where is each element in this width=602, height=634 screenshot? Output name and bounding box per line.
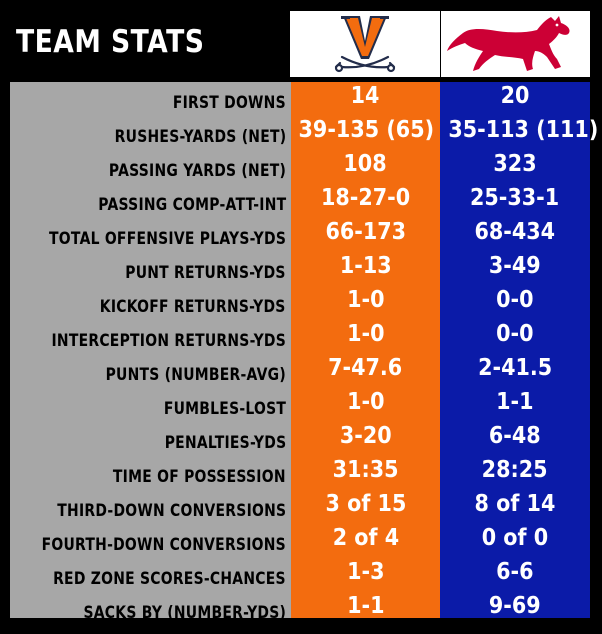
stat-row-first-downs: FIRST DOWNS 14 20 <box>10 82 590 116</box>
stat-row-fumbles: FUMBLES-LOST 1-0 1-1 <box>10 388 590 422</box>
stats-table: FIRST DOWNS 14 20 RUSHES-YARDS (NET) 39-… <box>10 82 599 626</box>
stat-label: PASSING YARDS (NET) <box>108 161 286 181</box>
team2-value: 68-434 <box>474 219 556 245</box>
stat-label: PUNT RETURNS-YDS <box>125 263 286 283</box>
mustang-icon <box>447 16 570 71</box>
stat-row-interception-returns: INTERCEPTION RETURNS-YDS 1-0 0-0 <box>10 320 590 354</box>
stat-row-penalties: PENALTIES-YDS 3-20 6-48 <box>10 422 590 456</box>
stat-row-punt-returns: PUNT RETURNS-YDS 1-13 3-49 <box>10 252 590 286</box>
team1-value: 3 of 15 <box>325 491 406 517</box>
team1-value: 1-3 <box>346 559 385 585</box>
page-title: TEAM STATS <box>16 24 205 60</box>
team1-value: 31:35 <box>332 457 399 483</box>
stat-label: KICKOFF RETURNS-YDS <box>100 297 286 317</box>
uva-cavaliers-logo <box>290 11 440 77</box>
team1-value: 2 of 4 <box>332 525 399 551</box>
stat-row-red-zone: RED ZONE SCORES-CHANCES 1-3 6-6 <box>10 558 590 592</box>
stat-label: INTERCEPTION RETURNS-YDS <box>51 331 286 351</box>
stat-label: PASSING COMP-ATT-INT <box>97 195 286 215</box>
team2-value: 8 of 14 <box>474 491 556 517</box>
team1-value: 1-13 <box>339 253 392 279</box>
team1-value: 1-0 <box>346 389 385 415</box>
stat-row-punts: PUNTS (NUMBER-AVG) 7-47.6 2-41.5 <box>10 354 590 388</box>
team1-value: 1-0 <box>346 287 385 313</box>
team2-value: 9-69 <box>489 593 541 619</box>
stat-label: FUMBLES-LOST <box>163 399 286 419</box>
stat-label: SACKS BY (NUMBER-YDS) <box>83 603 286 623</box>
stat-row-passing-comp: PASSING COMP-ATT-INT 18-27-0 25-33-1 <box>10 184 590 218</box>
stat-label: THIRD-DOWN CONVERSIONS <box>56 501 286 521</box>
team2-value: 323 <box>493 151 537 177</box>
team2-value: 6-6 <box>496 559 534 585</box>
team2-value: 28:25 <box>482 457 548 483</box>
stat-label: PUNTS (NUMBER-AVG) <box>105 365 286 385</box>
team1-value: 3-20 <box>339 423 392 449</box>
stat-row-time-of-possession: TIME OF POSSESSION 31:35 28:25 <box>10 456 590 490</box>
team1-value: 14 <box>351 83 380 109</box>
team2-value: 2-41.5 <box>477 355 553 381</box>
team2-value: 6-48 <box>489 423 541 449</box>
uva-logo-icon <box>334 16 396 73</box>
team1-value: 18-27-0 <box>320 185 411 211</box>
team1-value: 66-173 <box>325 219 406 245</box>
team2-value: 3-49 <box>489 253 541 279</box>
team2-value: 0-0 <box>496 321 534 347</box>
stat-row-fourth-down: FOURTH-DOWN CONVERSIONS 2 of 4 0 of 0 <box>10 524 590 558</box>
team1-value: 1-0 <box>346 321 385 347</box>
stat-label: FIRST DOWNS <box>172 93 286 113</box>
stat-row-passing-yards: PASSING YARDS (NET) 108 323 <box>10 150 590 184</box>
team1-value: 1-1 <box>346 593 385 619</box>
stat-row-total-offense: TOTAL OFFENSIVE PLAYS-YDS 66-173 68-434 <box>10 218 590 252</box>
team2-column <box>440 82 590 618</box>
team2-value: 0 of 0 <box>481 525 549 551</box>
team1-value: 108 <box>343 151 388 177</box>
smu-mustang-logo <box>441 11 590 77</box>
stat-label: TIME OF POSSESSION <box>113 467 286 487</box>
team2-value: 0-0 <box>496 287 534 313</box>
team2-value: 1-1 <box>496 389 534 415</box>
team2-value: 20 <box>500 83 530 109</box>
stat-row-kickoff-returns: KICKOFF RETURNS-YDS 1-0 0-0 <box>10 286 590 320</box>
labels-column <box>10 82 291 618</box>
stat-row-rushes-yards: RUSHES-YARDS (NET) 39-135 (65) 35-113 (1… <box>10 116 599 150</box>
stat-label: RUSHES-YARDS (NET) <box>114 127 286 147</box>
team1-column <box>291 82 440 618</box>
team2-value: 35-113 (111) <box>448 117 599 143</box>
stat-row-third-down: THIRD-DOWN CONVERSIONS 3 of 15 8 of 14 <box>10 490 590 524</box>
stat-label: PENALTIES-YDS <box>164 433 286 453</box>
team2-value: 25-33-1 <box>470 185 560 211</box>
stat-label: TOTAL OFFENSIVE PLAYS-YDS <box>48 229 286 249</box>
stat-row-sacks: SACKS BY (NUMBER-YDS) 1-1 9-69 <box>10 592 590 626</box>
stat-label: FOURTH-DOWN CONVERSIONS <box>41 535 286 555</box>
team1-value: 7-47.6 <box>328 355 403 381</box>
team1-value: 39-135 (65) <box>298 117 435 143</box>
stat-label: RED ZONE SCORES-CHANCES <box>53 569 286 589</box>
